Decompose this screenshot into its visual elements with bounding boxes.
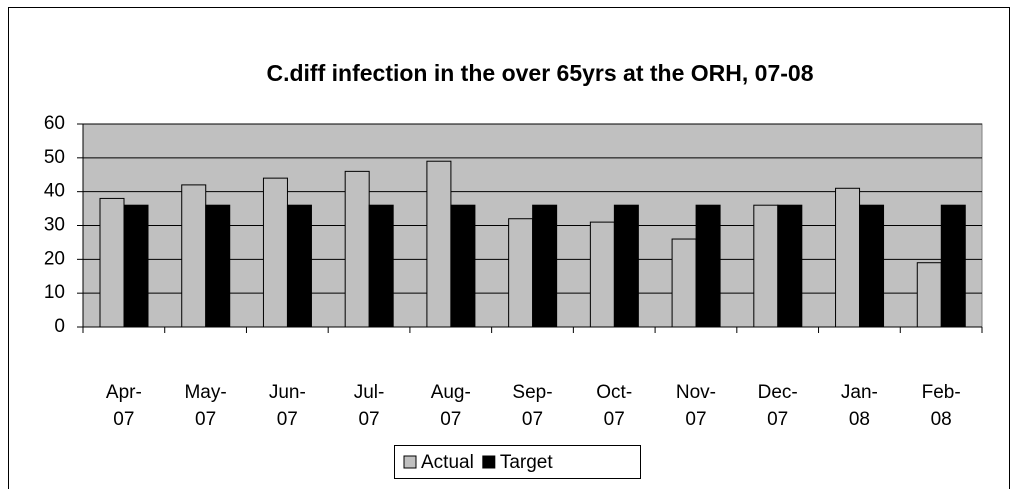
x-tick-label-line: May- <box>184 382 226 403</box>
bar <box>123 204 149 328</box>
bar <box>940 204 966 328</box>
x-tick-label: Nov- 07 <box>676 382 716 430</box>
bar <box>777 204 803 328</box>
bar <box>695 204 721 328</box>
bar <box>286 204 312 328</box>
bar <box>450 204 476 328</box>
bar <box>916 262 942 328</box>
legend-swatch <box>482 455 496 469</box>
bar <box>344 170 370 328</box>
bar <box>368 204 394 328</box>
x-tick-label-line: 07 <box>522 409 543 430</box>
x-tick-label: Sep- 07 <box>512 382 552 430</box>
legend-swatch <box>403 455 417 469</box>
y-tick-label: 30 <box>44 215 65 236</box>
bar <box>532 204 558 328</box>
x-tick-label-line: Aug- <box>431 382 471 403</box>
x-tick-label-line: 07 <box>195 409 216 430</box>
bar <box>753 204 779 328</box>
legend: Actual Target <box>394 445 641 479</box>
x-tick-label-line: Jan- <box>841 382 878 403</box>
x-tick-label-line: Nov- <box>676 382 716 403</box>
x-tick-label-line: Apr- <box>106 382 142 403</box>
legend-box <box>394 445 641 479</box>
x-tick-label: Jul- 07 <box>354 382 385 430</box>
bar <box>508 218 534 328</box>
x-tick-label-line: 07 <box>113 409 134 430</box>
bar <box>835 187 861 328</box>
x-tick-label: Aug- 07 <box>431 382 471 430</box>
bar <box>671 238 697 328</box>
x-tick-label-line: Feb- <box>922 382 961 403</box>
x-tick-label-line: 07 <box>767 409 788 430</box>
x-tick-label-line: 07 <box>685 409 706 430</box>
bar <box>613 204 639 328</box>
x-tick-label: Dec- 07 <box>758 382 798 430</box>
y-tick-label: 0 <box>54 316 65 337</box>
bar <box>262 177 288 328</box>
x-tick-label-line: Sep- <box>512 382 552 403</box>
x-tick-label: Jun- 07 <box>269 382 306 430</box>
chart-title: C.diff infection in the over 65yrs at th… <box>266 60 813 86</box>
y-tick-label: 10 <box>44 282 65 303</box>
y-tick-label: 20 <box>44 248 65 269</box>
x-tick-label-line: Jun- <box>269 382 306 403</box>
legend-label: Actual <box>421 452 474 473</box>
y-tick-label: 50 <box>44 147 65 168</box>
y-tick-label: 40 <box>44 181 65 202</box>
x-tick-label-line: 08 <box>849 409 870 430</box>
x-tick-label: May- 07 <box>184 382 226 430</box>
x-tick-label-line: 07 <box>358 409 379 430</box>
x-tick-label: Apr- 07 <box>106 382 142 430</box>
x-tick-label-line: 08 <box>931 409 952 430</box>
x-tick-label-line: Oct- <box>596 382 632 403</box>
legend-label: Target <box>500 452 554 473</box>
x-tick-label-line: 07 <box>440 409 461 430</box>
x-tick-label: Jan- 08 <box>841 382 878 430</box>
bar <box>181 184 207 328</box>
x-tick-label-line: Jul- <box>354 382 385 403</box>
x-tick-label-line: 07 <box>604 409 625 430</box>
bar <box>859 204 885 328</box>
x-tick-label-line: Dec- <box>758 382 798 403</box>
y-tick-label: 60 <box>44 113 65 134</box>
x-tick-label: Feb- 08 <box>922 382 961 430</box>
x-tick-label-line: 07 <box>277 409 298 430</box>
bar <box>205 204 231 328</box>
bar <box>589 221 615 328</box>
bar <box>99 197 125 328</box>
x-tick-label: Oct- 07 <box>596 382 632 430</box>
bar <box>426 160 452 328</box>
